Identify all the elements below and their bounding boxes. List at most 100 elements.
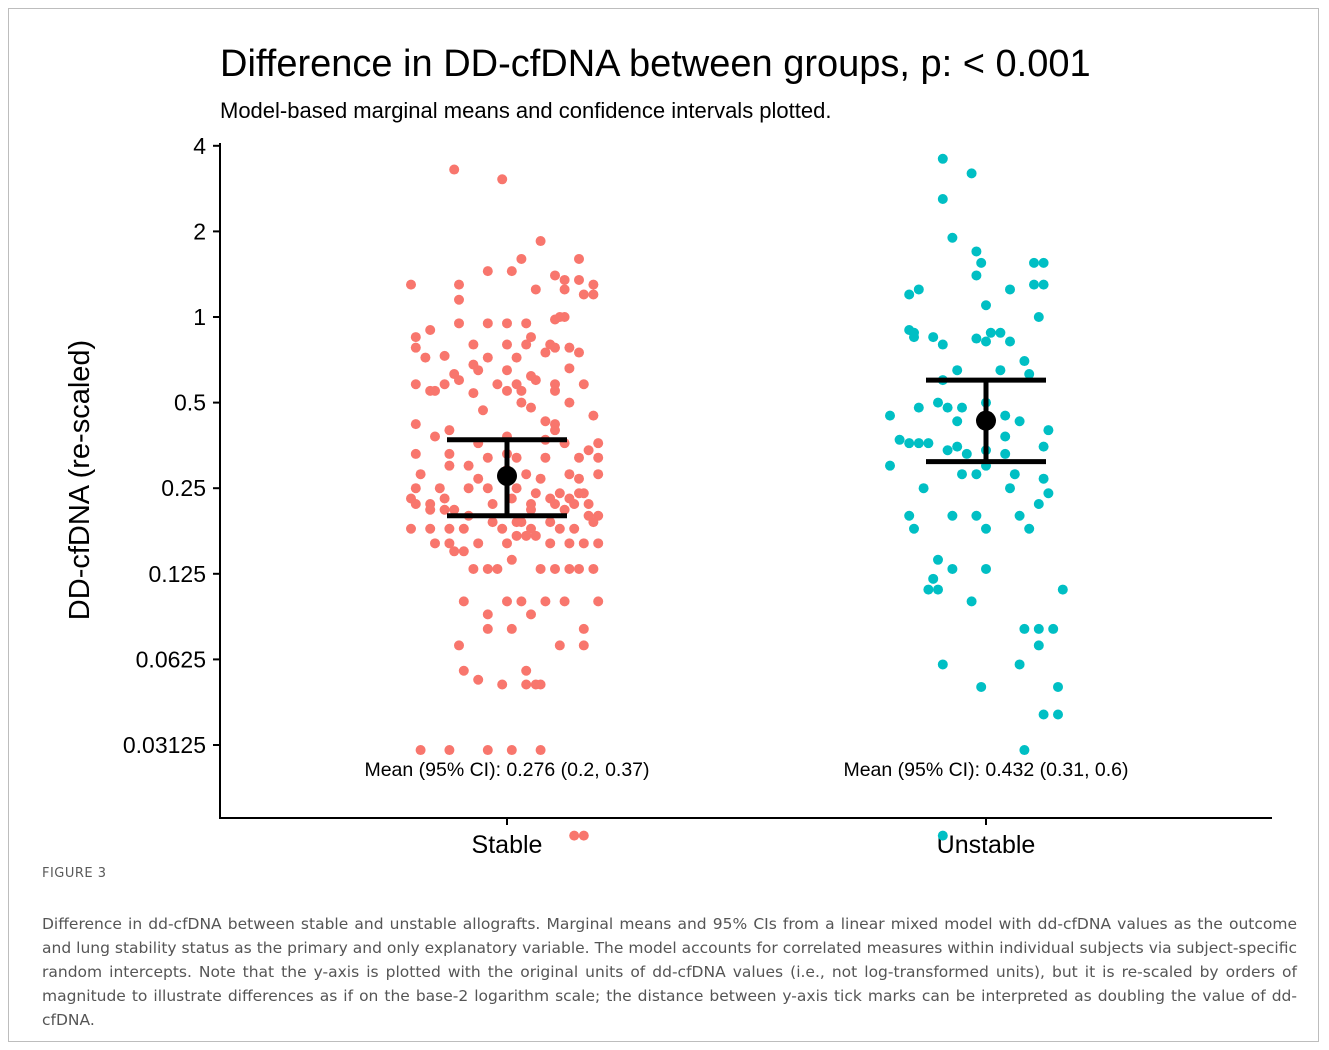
data-point — [449, 164, 460, 175]
data-point — [521, 318, 532, 329]
data-point — [511, 352, 522, 363]
y-tick-label: 0.125 — [148, 561, 206, 587]
data-point — [564, 397, 575, 408]
data-point — [458, 546, 469, 557]
data-point — [516, 596, 527, 607]
data-point — [521, 530, 532, 541]
data-point — [574, 253, 584, 264]
data-point — [995, 365, 1006, 376]
y-tick-label: 0.0625 — [136, 646, 206, 672]
data-point — [971, 270, 982, 281]
data-point — [516, 253, 527, 264]
data-point — [1005, 284, 1015, 295]
data-point — [430, 538, 440, 549]
data-point — [425, 325, 436, 336]
data-point — [569, 523, 580, 534]
data-point — [578, 830, 589, 841]
data-point — [578, 623, 589, 634]
data-point — [521, 665, 532, 676]
data-point — [468, 339, 479, 350]
data-point — [439, 504, 450, 515]
data-point — [550, 498, 560, 509]
data-point — [937, 659, 948, 670]
data-point — [410, 448, 421, 459]
data-point — [913, 438, 924, 449]
y-tick-label: 0.03125 — [123, 732, 206, 758]
data-point — [1014, 659, 1025, 670]
data-point — [439, 350, 450, 361]
x-tick-label: Unstable — [937, 831, 1036, 859]
data-point — [535, 563, 546, 574]
data-point — [976, 681, 987, 692]
data-point — [439, 379, 450, 390]
data-point — [550, 563, 560, 574]
data-point — [1000, 448, 1011, 459]
data-point — [473, 538, 484, 549]
data-point — [981, 523, 991, 534]
data-point — [530, 488, 541, 499]
data-point — [554, 312, 565, 322]
data-point — [458, 596, 469, 607]
data-point — [540, 416, 551, 427]
chart: Difference in DD-cfDNA between groups, p… — [64, 43, 1272, 859]
data-point — [1033, 312, 1044, 322]
data-point — [578, 640, 589, 651]
data-point — [415, 745, 426, 756]
data-point — [1038, 257, 1049, 268]
data-point — [526, 523, 536, 534]
data-point — [1043, 425, 1054, 436]
data-point — [458, 523, 469, 534]
data-point — [559, 274, 570, 285]
data-point — [511, 483, 522, 494]
data-point — [564, 342, 575, 353]
data-point — [1024, 523, 1035, 534]
data-point — [1053, 709, 1063, 720]
data-point — [588, 279, 599, 290]
data-point — [885, 410, 895, 421]
data-point — [1029, 257, 1039, 268]
data-point — [502, 385, 512, 396]
data-point — [918, 483, 929, 494]
data-point — [913, 402, 924, 413]
data-point — [410, 332, 421, 343]
y-tick-label: 4 — [193, 133, 206, 159]
data-point — [430, 431, 440, 442]
data-point — [521, 679, 532, 690]
data-point — [995, 327, 1006, 338]
data-point — [957, 469, 967, 480]
mean-ci-label: Mean (95% CI): 0.432 (0.31, 0.6) — [843, 759, 1128, 781]
data-point — [588, 563, 599, 574]
data-point — [434, 483, 445, 494]
data-point — [559, 504, 570, 515]
data-point — [530, 530, 541, 541]
data-point — [559, 596, 570, 607]
data-point — [482, 483, 493, 494]
data-point — [942, 402, 953, 413]
data-point — [502, 365, 512, 376]
data-point — [1009, 469, 1020, 480]
data-point — [971, 333, 982, 344]
data-point — [564, 538, 575, 549]
data-point — [492, 563, 503, 574]
data-point — [449, 504, 460, 515]
data-point — [885, 460, 895, 471]
data-point — [904, 289, 915, 300]
data-point — [569, 498, 580, 509]
data-point — [593, 438, 604, 449]
data-point — [1033, 640, 1044, 651]
chart-subtitle: Model-based marginal means and confidenc… — [220, 98, 831, 123]
data-point — [511, 517, 522, 528]
data-point — [425, 385, 436, 396]
data-point — [1014, 510, 1025, 521]
data-point — [1038, 279, 1049, 290]
data-point — [574, 473, 584, 484]
data-point — [933, 584, 943, 595]
data-point — [1019, 623, 1030, 634]
data-point — [578, 289, 589, 300]
data-point — [961, 448, 972, 459]
data-point — [1019, 356, 1030, 367]
data-point — [444, 745, 455, 756]
data-point — [550, 342, 560, 353]
data-point — [588, 289, 599, 300]
data-point — [952, 416, 963, 427]
